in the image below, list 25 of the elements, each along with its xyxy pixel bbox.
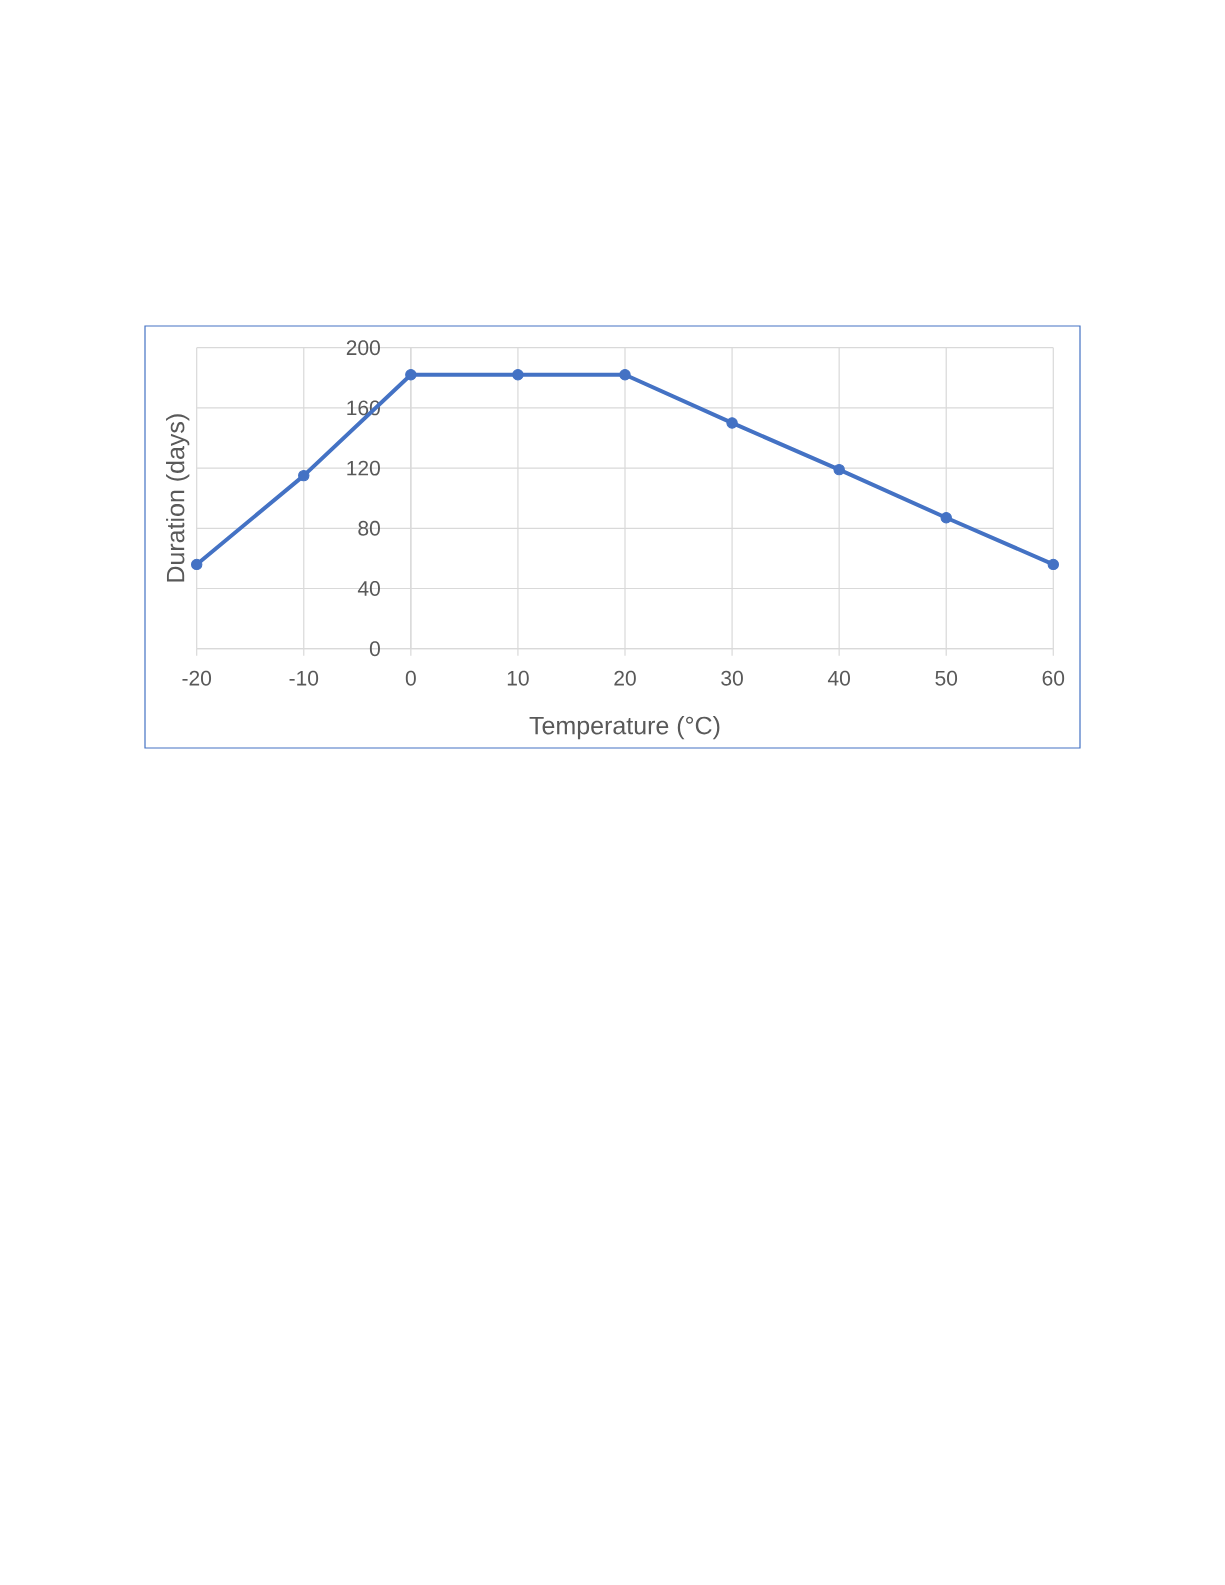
y-tick-label: 40	[357, 581, 380, 596]
x-tick-label: 60	[1042, 670, 1065, 686]
x-tick-label: 50	[935, 670, 958, 686]
y-axis-title: Duration (days)	[166, 414, 190, 582]
y-tick-label: 80	[358, 520, 380, 536]
y-tick-label: 0	[369, 641, 380, 657]
x-tick-label: 20	[614, 670, 636, 686]
x-tick-label: -10	[289, 670, 319, 686]
y-tick-label: 120	[347, 460, 380, 476]
x-tick-label: 30	[721, 670, 743, 686]
point	[940, 512, 952, 524]
point	[512, 369, 524, 381]
point	[1047, 558, 1059, 571]
point	[191, 558, 203, 571]
point	[833, 463, 845, 476]
point	[405, 369, 417, 381]
x-tick-label: 10	[507, 670, 529, 686]
point	[619, 369, 631, 381]
point	[726, 417, 738, 429]
y-tick-label: 200	[346, 340, 380, 356]
point	[298, 469, 310, 482]
x-tick-label: 0	[405, 670, 416, 686]
x-axis-title: Temperature (°C)	[529, 716, 720, 740]
x-tick-label: -20	[182, 670, 212, 686]
x-tick-label: 40	[827, 670, 850, 686]
